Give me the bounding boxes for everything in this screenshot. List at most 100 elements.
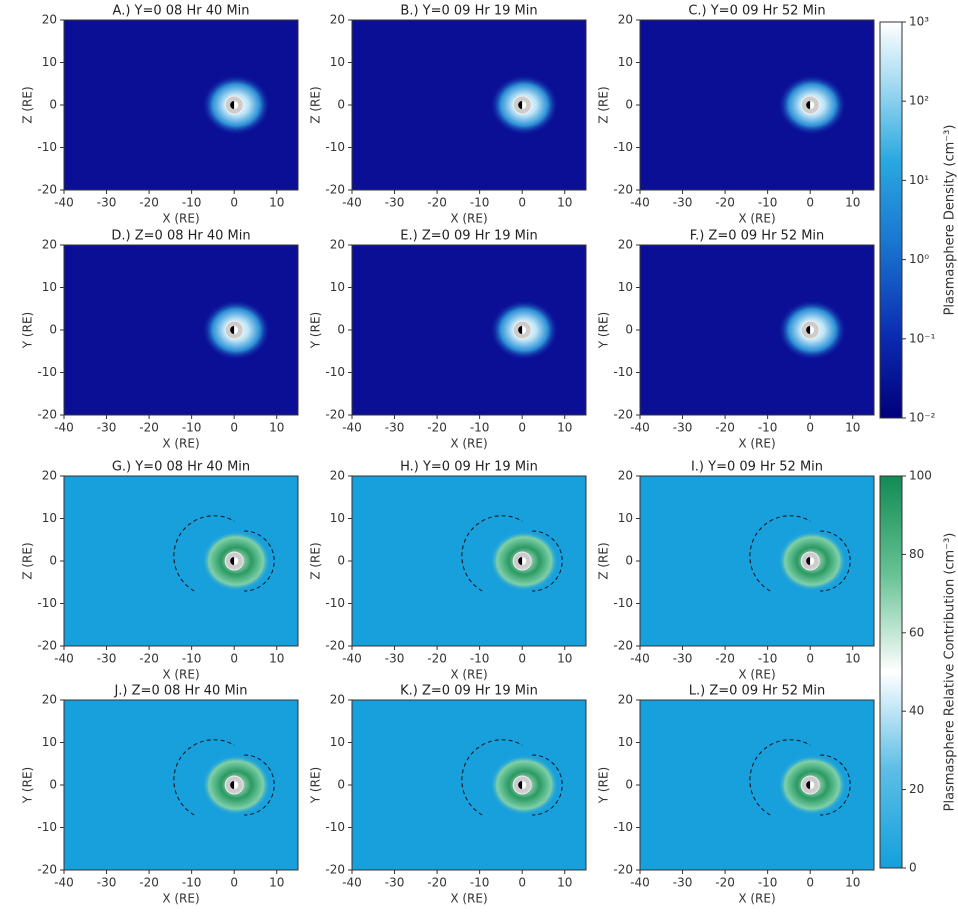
y-tick-label: 0 <box>625 554 633 568</box>
x-tick-label: 0 <box>230 196 238 210</box>
y-tick-label: 20 <box>330 238 345 252</box>
x-tick-label: 0 <box>230 876 238 890</box>
x-axis-label: X (RE) <box>450 212 487 226</box>
y-tick-label: 20 <box>42 469 57 483</box>
x-tick-label: 10 <box>845 196 860 210</box>
earth-night <box>518 101 523 109</box>
y-axis-label: Y (RE) <box>309 312 323 349</box>
y-tick-label: 0 <box>49 554 57 568</box>
earth-day <box>810 326 815 334</box>
y-tick-label: 20 <box>618 469 633 483</box>
x-tick-label: -20 <box>427 652 447 666</box>
x-tick-label: 0 <box>806 876 814 890</box>
y-tick-label: 0 <box>49 98 57 112</box>
y-tick-label: 0 <box>625 98 633 112</box>
y-tick-label: 10 <box>618 55 633 69</box>
earth-night <box>230 781 235 789</box>
earth-night <box>230 101 235 109</box>
x-tick-label: -40 <box>54 876 74 890</box>
x-tick-label: -10 <box>182 421 202 435</box>
y-tick-label: -20 <box>37 183 57 197</box>
colorbar-tick-label: 10² <box>909 94 929 108</box>
y-tick-label: -10 <box>325 820 345 834</box>
y-tick-label: 20 <box>330 469 345 483</box>
y-tick-label: 10 <box>618 735 633 749</box>
colorbar-tick-label: 10⁰ <box>909 252 929 266</box>
panel-title: B.) Y=0 09 Hr 19 Min <box>400 4 537 19</box>
x-tick-label: -40 <box>342 421 362 435</box>
x-tick-label: 10 <box>269 652 284 666</box>
x-axis-label: X (RE) <box>162 668 199 682</box>
colorbar <box>879 21 903 419</box>
y-axis-label: Z (RE) <box>597 86 611 123</box>
x-tick-label: 10 <box>269 876 284 890</box>
x-tick-label: -40 <box>342 652 362 666</box>
y-tick-label: -20 <box>325 408 345 422</box>
earth-day <box>522 326 527 334</box>
x-tick-label: 10 <box>557 196 572 210</box>
x-tick-label: -20 <box>715 652 735 666</box>
y-tick-label: 0 <box>49 323 57 337</box>
x-tick-label: -20 <box>139 196 159 210</box>
y-axis-label: Y (RE) <box>21 767 35 804</box>
y-tick-label: 20 <box>330 13 345 27</box>
y-tick-label: -20 <box>37 863 57 877</box>
x-tick-label: -20 <box>715 876 735 890</box>
y-tick-label: -10 <box>37 820 57 834</box>
earth-night <box>806 101 811 109</box>
y-axis-label: Z (RE) <box>21 86 35 123</box>
y-tick-label: 0 <box>337 98 345 112</box>
y-tick-label: -10 <box>325 365 345 379</box>
x-axis-label: X (RE) <box>162 892 199 906</box>
y-axis-label: Z (RE) <box>309 86 323 123</box>
earth-day <box>810 557 815 565</box>
y-tick-label: -10 <box>613 140 633 154</box>
x-tick-label: -10 <box>182 876 202 890</box>
y-axis-label: Y (RE) <box>21 312 35 349</box>
x-axis-label: X (RE) <box>738 212 775 226</box>
colorbar <box>879 475 903 869</box>
x-tick-label: -30 <box>385 196 405 210</box>
panel-title: A.) Y=0 08 Hr 40 Min <box>113 4 250 19</box>
x-tick-label: -10 <box>470 421 490 435</box>
x-tick-label: 10 <box>557 876 572 890</box>
earth-day <box>522 781 527 789</box>
x-tick-label: -40 <box>54 421 74 435</box>
x-tick-label: -30 <box>385 652 405 666</box>
y-tick-label: 20 <box>330 693 345 707</box>
x-tick-label: -30 <box>673 876 693 890</box>
colorbar-tick-label: 100 <box>909 469 932 483</box>
earth-day <box>810 781 815 789</box>
y-axis-label: Y (RE) <box>309 767 323 804</box>
x-tick-label: -20 <box>139 652 159 666</box>
panel-title: E.) Z=0 09 Hr 19 Min <box>400 229 537 244</box>
x-tick-label: 0 <box>518 196 526 210</box>
y-tick-label: 20 <box>42 693 57 707</box>
x-tick-label: -10 <box>182 652 202 666</box>
x-tick-label: 0 <box>806 196 814 210</box>
panel-title: J.) Z=0 08 Hr 40 Min <box>113 684 247 699</box>
earth-day <box>234 326 239 334</box>
earth-night <box>806 326 811 334</box>
x-tick-label: -30 <box>385 421 405 435</box>
y-tick-label: 0 <box>49 778 57 792</box>
y-tick-label: 0 <box>337 554 345 568</box>
colorbar-tick-label: 20 <box>909 782 924 796</box>
y-axis-label: Z (RE) <box>21 542 35 579</box>
x-axis-label: X (RE) <box>738 668 775 682</box>
y-tick-label: 20 <box>618 13 633 27</box>
colorbar-tick-label: 80 <box>909 547 924 561</box>
y-tick-label: -10 <box>325 140 345 154</box>
x-tick-label: -30 <box>385 876 405 890</box>
x-tick-label: 0 <box>230 652 238 666</box>
x-tick-label: -40 <box>54 196 74 210</box>
earth-night <box>230 326 235 334</box>
y-tick-label: 0 <box>625 778 633 792</box>
x-tick-label: 10 <box>845 421 860 435</box>
x-tick-label: 10 <box>269 196 284 210</box>
panel-title: L.) Z=0 09 Hr 52 Min <box>689 684 825 699</box>
y-tick-label: -10 <box>613 365 633 379</box>
x-tick-label: 0 <box>806 421 814 435</box>
x-tick-label: -40 <box>342 876 362 890</box>
